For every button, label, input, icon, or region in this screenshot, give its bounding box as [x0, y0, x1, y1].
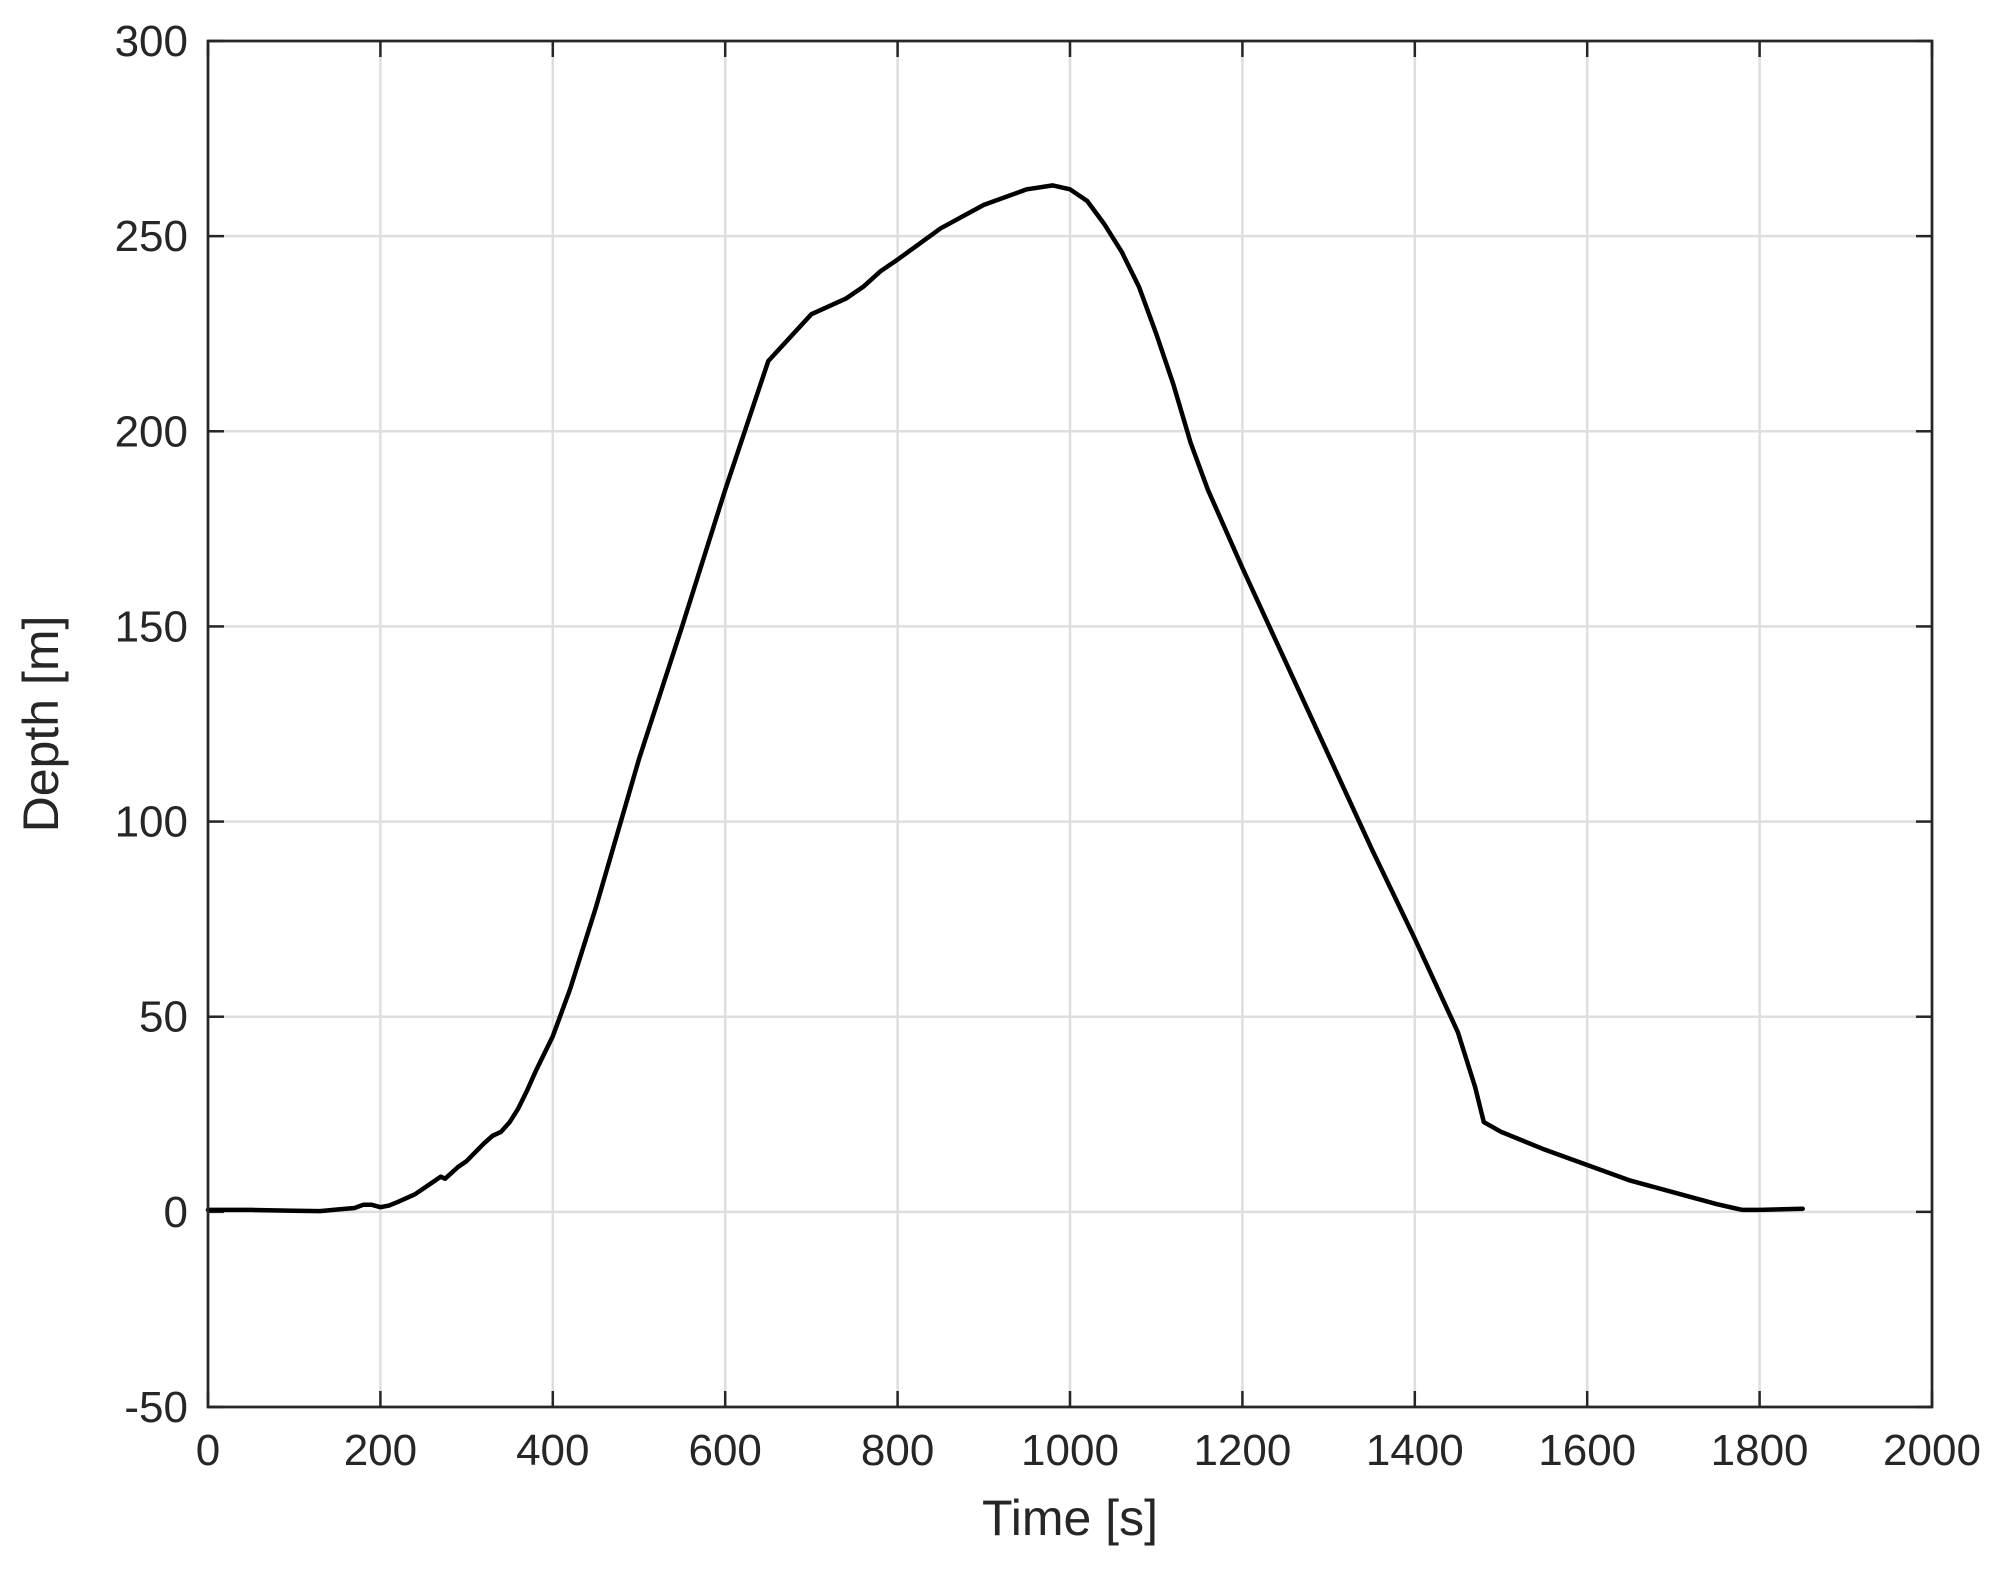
y-tick-label: 200 [115, 407, 188, 456]
y-tick-label: 150 [115, 602, 188, 651]
tick-marks [206, 39, 1934, 1409]
x-tick-label: 1600 [1538, 1426, 1636, 1475]
y-tick-labels: -50 0 50 100 150 200 250 300 [115, 17, 188, 1432]
x-tick-label: 1800 [1711, 1426, 1809, 1475]
x-tick-label: 1400 [1366, 1426, 1464, 1475]
x-axis-label: Time [s] [982, 1490, 1158, 1546]
x-tick-label: 1000 [1021, 1426, 1119, 1475]
y-tick-label: 50 [139, 993, 188, 1042]
x-tick-label: 0 [196, 1426, 220, 1475]
plot-border [206, 39, 1934, 1409]
x-tick-labels: 0 200 400 600 800 1000 1200 1400 1600 1800 2000 [196, 1426, 1981, 1475]
x-tick-label: 800 [861, 1426, 934, 1475]
x-tick-label: 1200 [1193, 1426, 1291, 1475]
y-tick-label: -50 [124, 1383, 188, 1432]
grid-lines [208, 41, 1932, 1407]
y-tick-label: 250 [115, 212, 188, 261]
x-tick-label: 400 [516, 1426, 589, 1475]
y-tick-label: 100 [115, 798, 188, 847]
x-tick-label: 600 [688, 1426, 761, 1475]
x-tick-label: 200 [344, 1426, 417, 1475]
x-tick-label: 2000 [1883, 1426, 1981, 1475]
y-axis-label: Depth [m] [13, 616, 69, 833]
depth-series-line [205, 183, 1805, 1214]
y-tick-label: 0 [164, 1188, 188, 1237]
data-series [205, 183, 1805, 1214]
y-tick-label: 300 [115, 17, 188, 66]
